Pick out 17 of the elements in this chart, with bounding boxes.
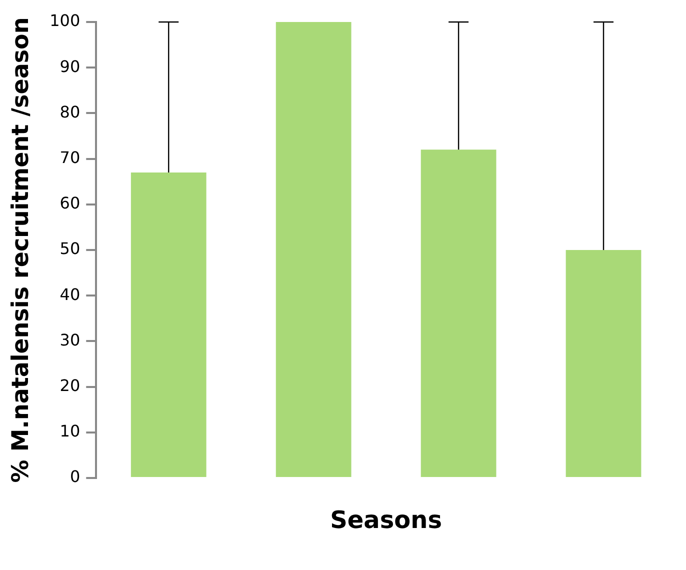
y-tick-label: 60 (60, 194, 80, 213)
bar (566, 250, 642, 477)
y-tick-label: 30 (60, 330, 80, 350)
y-tick-label: 90 (60, 56, 80, 76)
bar (130, 172, 206, 477)
y-tick-label: 20 (60, 376, 80, 395)
y-tick-label: 0 (70, 467, 80, 486)
y-axis-title: % M.natalensis recruitment /season (8, 17, 34, 483)
y-tick-label: 80 (60, 102, 80, 122)
y-tick-label: 10 (60, 422, 80, 441)
bar (420, 150, 496, 477)
y-tick-label: 100 (50, 11, 80, 30)
x-axis-title: Seasons (330, 506, 442, 534)
y-tick-label: 40 (60, 284, 80, 304)
y-tick-label: 50 (60, 239, 80, 258)
bar (276, 22, 352, 477)
y-tick-label: 70 (60, 148, 80, 167)
